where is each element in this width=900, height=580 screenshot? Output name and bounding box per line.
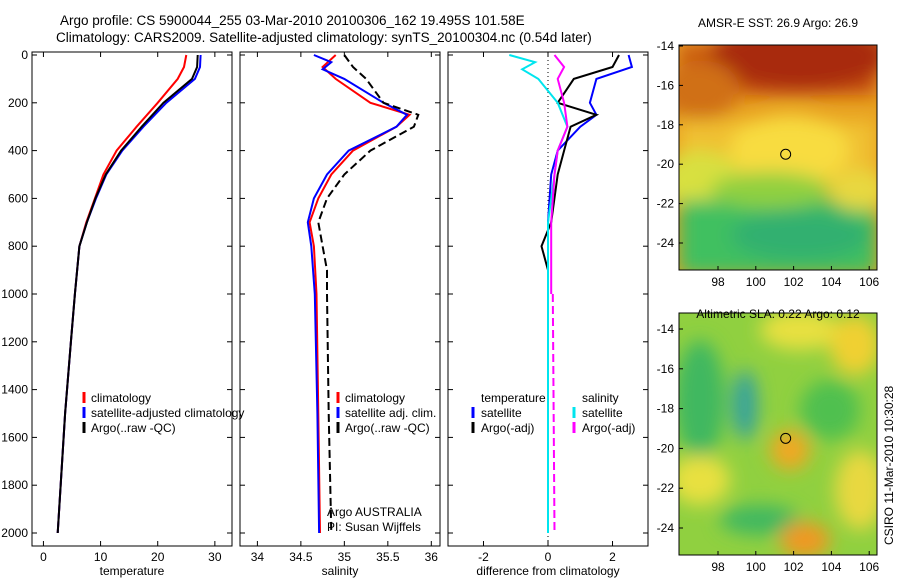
sst-map <box>679 45 877 270</box>
y-tick-label: 1800 <box>1 478 28 492</box>
annotation: Argo AUSTRALIA <box>327 505 422 519</box>
y-tick-label: 2000 <box>1 526 28 540</box>
y-tick-label: 1200 <box>1 335 28 349</box>
legend-label: Argo(..raw -QC) <box>91 421 176 435</box>
x-tick-label: 35.5 <box>376 550 400 564</box>
y-tick-label: 600 <box>8 191 28 205</box>
series-line-salinity-satellite <box>509 54 569 533</box>
y-tick-label: 200 <box>8 96 28 110</box>
x-tick-label: 106 <box>859 275 879 289</box>
argo-location-marker <box>780 432 792 444</box>
x-axis-label: difference from climatology <box>476 564 619 578</box>
x-tick-label: 30 <box>208 550 222 564</box>
y-tick-label: 1400 <box>1 383 28 397</box>
x-tick-label: 98 <box>711 275 725 289</box>
x-tick-label: 104 <box>821 560 841 574</box>
x-tick-label: 102 <box>784 275 804 289</box>
legend-label: climatology <box>345 391 405 405</box>
footer-timestamp: CSIRO 11-Mar-2010 10:30:28 <box>882 385 896 545</box>
y-tick-label: 800 <box>8 239 28 253</box>
legend-label: satellite <box>582 406 623 420</box>
y-tick-label: -20 <box>657 441 675 455</box>
map-frame <box>678 44 878 271</box>
series-line-argo-raw-qc- <box>56 54 199 534</box>
y-tick-label: -22 <box>657 197 675 211</box>
series-line-temperature-satellite <box>547 54 634 533</box>
x-tick-label: 98 <box>711 560 725 574</box>
series-line-argo-raw-qc- <box>317 54 420 534</box>
x-tick-label: 0 <box>40 550 47 564</box>
x-tick-label: 2 <box>609 550 616 564</box>
legend-label: Argo(..raw -QC) <box>345 421 430 435</box>
legend-label: Argo(-adj) <box>481 421 534 435</box>
series-line-salinity-argo-adj- <box>550 54 569 294</box>
y-tick-label: -24 <box>657 521 675 535</box>
legend-title: salinity <box>582 391 619 405</box>
x-tick-label: 100 <box>746 275 766 289</box>
y-tick-label: -24 <box>657 236 675 250</box>
sla-map <box>679 313 877 555</box>
legend-label: satellite <box>481 406 522 420</box>
x-tick-label: 20 <box>151 550 165 564</box>
y-tick-label: -18 <box>657 118 675 132</box>
x-tick-label: 100 <box>746 560 766 574</box>
x-tick-label: 10 <box>94 550 108 564</box>
series-line-climatology <box>308 54 412 534</box>
map-title: AMSR-E SST: 26.9 Argo: 26.9 <box>698 16 858 30</box>
y-tick-label: 1600 <box>1 430 28 444</box>
legend-label: satellite-adjusted climatology <box>91 406 244 420</box>
series-line-salinity-argo-adj-deep <box>551 293 556 534</box>
axes-box-0 <box>31 51 233 547</box>
legend-label: satellite adj. clim. <box>345 406 436 420</box>
title-line-2: Climatology: CARS2009. Satellite-adjuste… <box>56 30 592 45</box>
title-line-1: Argo profile: CS 5900044_255 03-Mar-2010… <box>60 13 525 28</box>
y-tick-label: -16 <box>657 362 675 376</box>
legend-label: Argo(-adj) <box>582 421 635 435</box>
x-tick-label: 104 <box>821 275 841 289</box>
y-tick-label: -18 <box>657 402 675 416</box>
x-tick-label: 102 <box>784 560 804 574</box>
x-tick-label: 36 <box>425 550 439 564</box>
y-tick-label: 400 <box>8 144 28 158</box>
map-frame <box>678 312 878 556</box>
x-tick-label: -2 <box>478 550 489 564</box>
x-tick-label: 35 <box>338 550 352 564</box>
x-tick-label: 106 <box>859 560 879 574</box>
argo-location-marker <box>780 148 792 160</box>
y-tick-label: 1000 <box>1 287 28 301</box>
y-tick-label: -22 <box>657 481 675 495</box>
y-tick-label: -14 <box>657 39 675 53</box>
y-tick-label: -14 <box>657 322 675 336</box>
annotation: PI: Susan Wijffels <box>327 520 421 534</box>
series-line-satellite-adj-clim- <box>306 54 409 534</box>
y-tick-label: -20 <box>657 157 675 171</box>
y-tick-label: 0 <box>21 48 28 62</box>
x-axis-label: temperature <box>100 564 165 578</box>
series-line-satellite-adjusted-climatology <box>56 54 202 534</box>
legend-title: temperature <box>481 391 546 405</box>
x-axis-label: salinity <box>322 564 359 578</box>
x-tick-label: 34.5 <box>289 550 313 564</box>
legend-label: climatology <box>91 391 151 405</box>
axes-box-1 <box>239 51 441 547</box>
map-title: Altimetric SLA: 0.22 Argo: 0.12 <box>696 307 860 321</box>
series-line-climatology <box>56 54 188 534</box>
x-tick-label: 0 <box>545 550 552 564</box>
x-tick-label: 34 <box>251 550 265 564</box>
y-tick-label: -16 <box>657 78 675 92</box>
